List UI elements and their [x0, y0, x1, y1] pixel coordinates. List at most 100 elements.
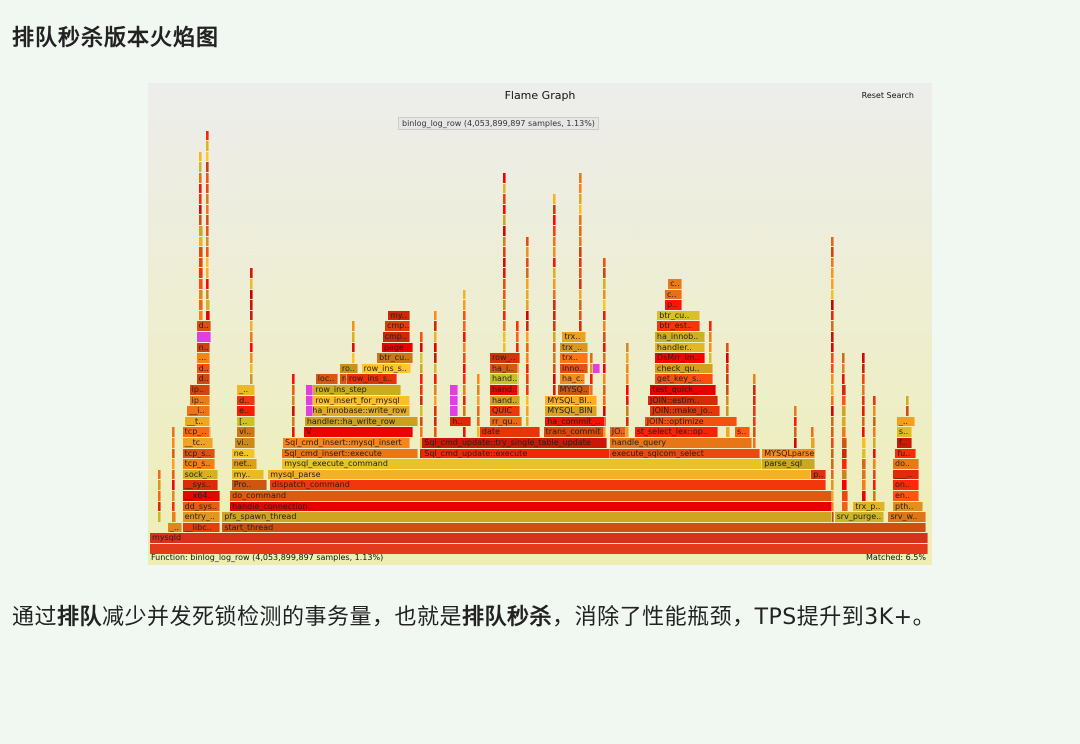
flame-frame-spike[interactable] [872, 469, 877, 480]
flame-frame[interactable]: trx_.. [560, 342, 588, 353]
flame-frame-spike[interactable] [525, 353, 529, 363]
flame-frame-spike[interactable] [503, 226, 507, 236]
flame-frame[interactable]: JOIN::optimize [644, 416, 738, 427]
flame-frame[interactable]: handle_connection [230, 501, 833, 512]
flame-frame-spike[interactable] [861, 448, 866, 459]
flame-frame-spike[interactable] [352, 342, 356, 353]
flame-frame-spike[interactable] [503, 289, 507, 300]
flame-frame-spike[interactable] [872, 491, 877, 501]
flame-frame[interactable]: d.. [196, 321, 212, 331]
flame-frame-spike[interactable] [553, 332, 556, 342]
flame-frame-spike[interactable] [352, 321, 356, 331]
flame-frame-spike[interactable] [462, 385, 466, 395]
flame-frame-spike[interactable] [553, 363, 557, 374]
flame-frame-spike[interactable] [861, 374, 865, 384]
flame-frame[interactable]: sock_.. [182, 469, 218, 480]
flame-frame-spike[interactable] [872, 406, 876, 416]
flame-frame[interactable]: my.. [388, 310, 410, 321]
flame-frame-spike[interactable] [503, 183, 507, 194]
flame-frame[interactable]: trx.. [560, 353, 588, 363]
flame-frame-spike[interactable] [292, 416, 296, 427]
flame-frame[interactable]: __x64.. [182, 491, 221, 501]
flame-frame-spike[interactable] [752, 406, 756, 416]
flame-frame[interactable]: p.. [665, 300, 683, 310]
flame-frame-spike[interactable] [419, 416, 423, 427]
flame-frame-spike[interactable] [906, 395, 910, 406]
flame-frame-spike[interactable] [579, 257, 583, 268]
flame-frame-spike[interactable] [906, 406, 910, 416]
flame-frame-spike[interactable] [249, 300, 253, 310]
flame-frame-spike[interactable] [419, 406, 423, 416]
flame-frame-spike[interactable] [525, 395, 530, 406]
flame-frame-spike[interactable] [602, 289, 606, 300]
flame-frame[interactable]: vi.. [237, 427, 256, 437]
flame-frame[interactable]: __i.. [187, 406, 210, 416]
flame-frame-spike[interactable] [726, 427, 730, 437]
flame-frame[interactable]: parse_sql [762, 459, 816, 469]
flame-frame[interactable]: hand.. [489, 374, 518, 384]
flame-frame-spike[interactable] [842, 374, 846, 384]
flame-frame-spike[interactable] [589, 363, 593, 374]
flame-frame-spike[interactable] [589, 385, 593, 395]
flame-frame-spike[interactable] [419, 427, 423, 437]
flame-frame-spike[interactable] [206, 151, 210, 162]
flame-frame-spike[interactable] [199, 204, 203, 215]
flame-frame-spike[interactable] [171, 438, 175, 448]
flame-frame-spike[interactable] [433, 427, 438, 437]
flame-frame-spike[interactable] [476, 385, 480, 395]
flame-frame[interactable]: h.. [450, 416, 471, 427]
flame-frame-spike[interactable] [462, 289, 466, 300]
flame-frame-spike[interactable] [579, 321, 583, 331]
flame-frame-spike[interactable] [171, 491, 176, 501]
flame-frame[interactable]: MYSQL_BIN [545, 406, 598, 416]
flame-frame-spike[interactable] [419, 363, 423, 374]
flame-frame-spike[interactable] [292, 395, 296, 406]
flame-frame-spike[interactable] [199, 289, 204, 300]
flame-frame-spike[interactable] [842, 459, 847, 469]
flame-frame-spike[interactable] [433, 363, 437, 374]
flame-frame-spike[interactable] [199, 173, 202, 183]
flame-frame[interactable]: _.. [167, 522, 182, 533]
flame-frame[interactable]: mysql_execute_command [282, 459, 763, 469]
flame-frame-spike[interactable] [206, 194, 210, 204]
flame-frame[interactable]: trans_commit [543, 427, 605, 437]
flame-frame-spike[interactable] [579, 173, 583, 183]
flame-frame-spike[interactable] [206, 226, 210, 236]
flame-frame-spike[interactable] [199, 236, 203, 247]
flame-frame[interactable]: get_key_s.. [654, 374, 714, 384]
flame-frame-spike[interactable] [811, 438, 815, 448]
flame-frame-spike[interactable] [589, 353, 593, 363]
flame-frame[interactable]: __libc.. [182, 522, 221, 533]
flame-frame-spike[interactable] [602, 300, 606, 310]
flame-frame-spike[interactable] [872, 438, 876, 448]
flame-frame[interactable]: e.. [237, 406, 256, 416]
flame-frame-spike[interactable] [602, 406, 606, 416]
flame-frame-spike[interactable] [249, 353, 253, 363]
flame-frame[interactable]: cmp.. [384, 321, 410, 331]
flame-frame-spike[interactable] [352, 353, 356, 363]
flame-frame-spike[interactable] [830, 363, 834, 374]
flame-frame-spike[interactable] [206, 204, 210, 215]
flame-frame[interactable]: __t.. [185, 416, 210, 427]
flame-frame[interactable]: row_insert_for_mysql [313, 395, 410, 406]
flame-frame-spike[interactable] [503, 173, 507, 183]
flame-frame-spike[interactable] [830, 427, 834, 437]
flame-frame-spike[interactable] [462, 374, 466, 384]
flame-frame[interactable]: fu.. [895, 448, 916, 459]
flame-frame-spike[interactable] [199, 183, 203, 194]
flame-frame[interactable]: JOIN::estim.. [647, 395, 718, 406]
flame-frame[interactable]: inno.. [560, 363, 588, 374]
flame-frame-spike[interactable] [462, 321, 466, 331]
flame-frame-spike[interactable] [626, 342, 630, 353]
flame-frame-spike[interactable] [157, 480, 161, 490]
flame-frame-spike[interactable] [525, 363, 529, 374]
flame-frame-spike[interactable] [199, 162, 202, 172]
flame-frame-spike[interactable] [872, 416, 876, 427]
flame-frame-spike[interactable] [872, 427, 876, 437]
flame-frame-spike[interactable] [794, 416, 798, 427]
flame-frame-spike[interactable] [602, 257, 606, 268]
flame-frame-spike[interactable] [861, 416, 866, 427]
flame-frame-spike[interactable] [553, 289, 556, 300]
flame-frame[interactable]: Sql_cmd_update::execute [422, 448, 610, 459]
flame-frame-spike[interactable] [553, 385, 557, 395]
